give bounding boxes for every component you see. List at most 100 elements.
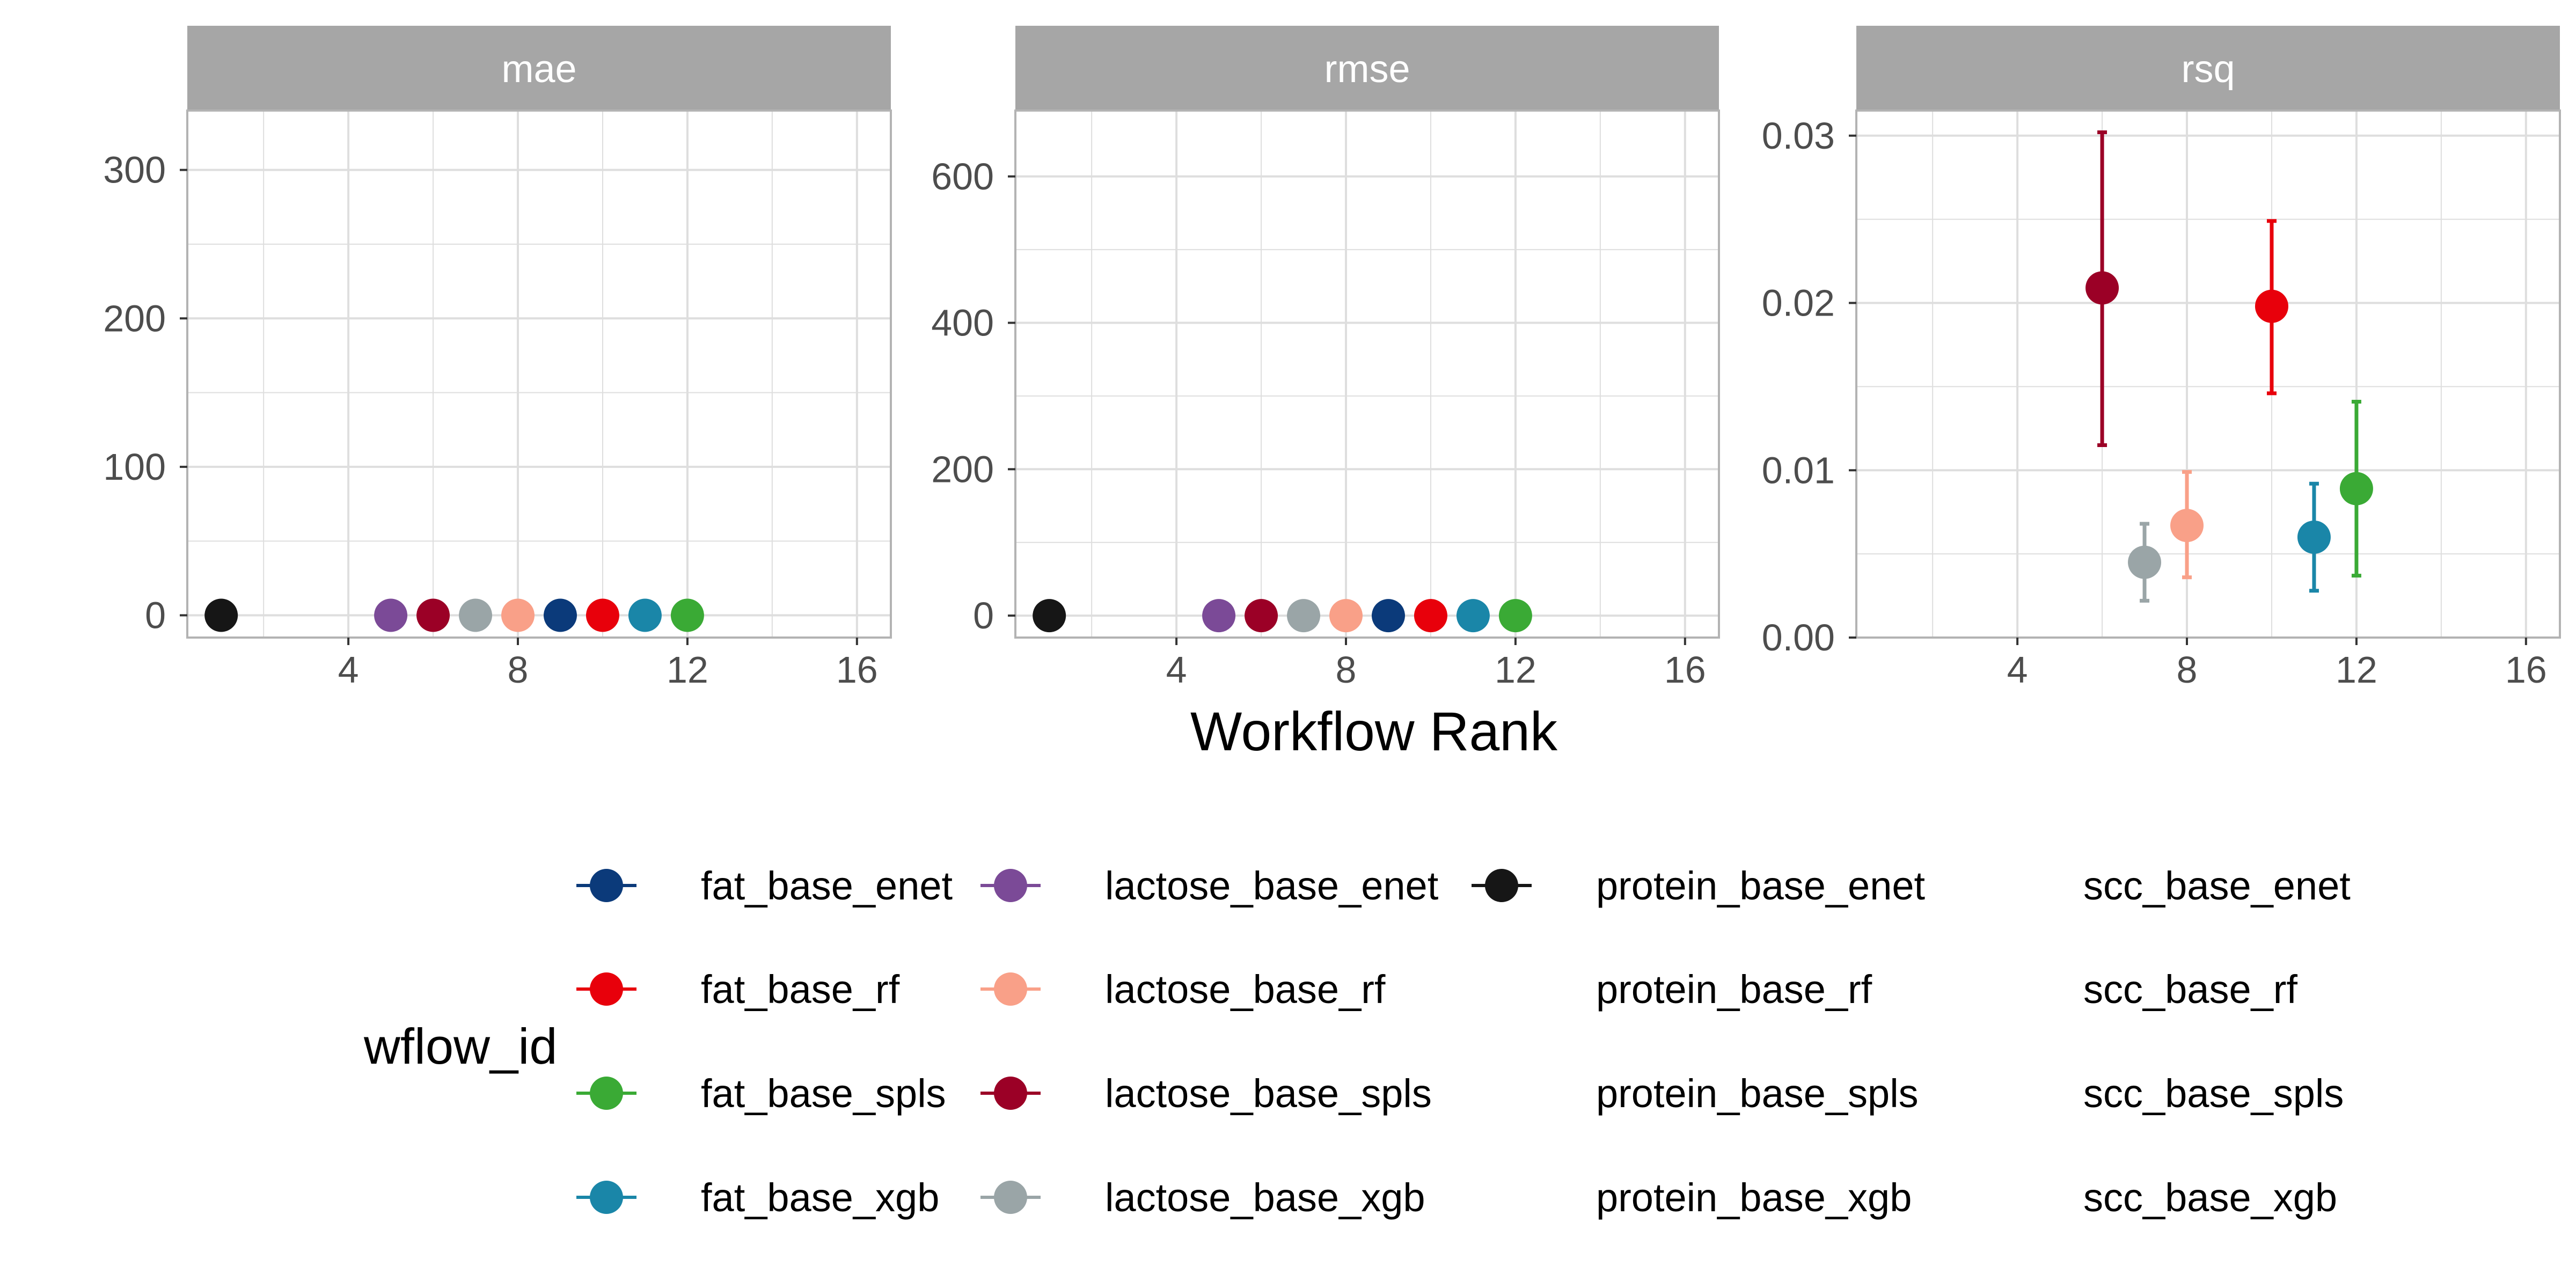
- y-tick-label: 0.00: [1762, 617, 1835, 658]
- facet-strip: [1015, 26, 1719, 111]
- point-lactose_base_spls: [416, 598, 450, 632]
- legend-key-point: [590, 869, 623, 902]
- point-fat_base_enet: [543, 598, 577, 632]
- legend-label: fat_base_rf: [701, 967, 900, 1012]
- facet-strip: [187, 26, 891, 111]
- legend-label: fat_base_spls: [701, 1071, 946, 1116]
- gridlines: [187, 111, 891, 638]
- point-fat_base_spls: [1498, 599, 1532, 633]
- facet-strip-label: rsq: [2181, 48, 2235, 91]
- legend-label: lactose_base_spls: [1105, 1071, 1432, 1116]
- x-tick-label: 4: [2007, 649, 2028, 691]
- legend: wflow_id fat_base_enet fat_base_rf fat_bas…: [363, 863, 2351, 1220]
- legend-title: wflow_id: [363, 1018, 558, 1074]
- legend-label: protein_base_xgb: [1596, 1175, 1912, 1220]
- legend-key-point: [994, 869, 1027, 902]
- point-lactose_base_rf: [501, 598, 535, 632]
- panel-border: [1014, 109, 1720, 639]
- point-fat_base_rf: [1414, 599, 1447, 633]
- legend-item-lactose_base_enet: lactose_base_enet: [980, 863, 1439, 908]
- point-lactose_base_enet: [374, 598, 408, 632]
- legend-item-scc_base_enet: scc_base_enet: [2083, 863, 2351, 908]
- y-tick-label: 0.01: [1762, 449, 1835, 491]
- facet-strip-label: rmse: [1324, 48, 1410, 91]
- x-tick-label: 16: [1664, 649, 1706, 691]
- point-fat_base_xgb: [2297, 520, 2331, 554]
- y-tick-label: 200: [103, 297, 166, 339]
- point-protein_base_enet: [1033, 599, 1066, 633]
- point-fat_base_xgb: [628, 598, 662, 632]
- legend-key-point: [590, 1077, 623, 1110]
- legend-key-point: [994, 1077, 1027, 1110]
- legend-item-protein_base_spls: protein_base_spls: [1596, 1071, 1919, 1116]
- x-tick-label: 8: [508, 649, 529, 691]
- legend-label: fat_base_xgb: [701, 1175, 939, 1220]
- x-tick-label: 4: [1166, 649, 1187, 691]
- point-fat_base_spls: [670, 598, 704, 632]
- point-fat_base_enet: [1371, 599, 1405, 633]
- plot-area: [1856, 111, 2560, 638]
- legend-label: scc_base_enet: [2083, 863, 2351, 908]
- legend-label: scc_base_xgb: [2083, 1175, 2337, 1220]
- legend-item-scc_base_rf: scc_base_rf: [2083, 967, 2297, 1012]
- y-tick-label: 100: [103, 446, 166, 488]
- legend-label: lactose_base_xgb: [1105, 1175, 1425, 1220]
- y-tick-label: 600: [931, 156, 994, 197]
- x-tick-label: 8: [1336, 649, 1357, 691]
- facet-strip: [1856, 26, 2560, 111]
- legend-item-fat_base_spls: fat_base_spls: [576, 1071, 946, 1116]
- y-tick-label: 0: [973, 595, 994, 636]
- point-protein_base_enet: [204, 598, 238, 632]
- x-tick-label: 16: [836, 649, 878, 691]
- legend-item-protein_base_rf: protein_base_rf: [1596, 967, 1872, 1012]
- legend-item-lactose_base_xgb: lactose_base_xgb: [980, 1175, 1425, 1220]
- gridlines: [1015, 111, 1719, 638]
- y-tick-label: 0.03: [1762, 115, 1835, 157]
- x-tick-label: 12: [1495, 649, 1536, 691]
- facet-panel-rmse: rmse 0 200 400 600 4 8 12 16: [931, 26, 1720, 691]
- legend-label: lactose_base_rf: [1105, 967, 1386, 1012]
- legend-label: protein_base_rf: [1596, 967, 1872, 1012]
- point-lactose_base_spls: [2085, 271, 2119, 305]
- y-tick-label: 400: [931, 302, 994, 344]
- plot-area: [1015, 111, 1719, 638]
- y-tick-label: 0.02: [1762, 282, 1835, 324]
- legend-label: scc_base_rf: [2083, 967, 2297, 1012]
- legend-key-point: [994, 972, 1027, 1006]
- legend-key-point: [994, 1181, 1027, 1214]
- point-lactose_base_xgb: [459, 598, 493, 632]
- x-tick-label: 4: [338, 649, 359, 691]
- x-tick-label: 12: [667, 649, 708, 691]
- y-tick-label: 0: [145, 595, 166, 636]
- facet-strip-label: mae: [501, 48, 576, 91]
- point-lactose_base_rf: [1329, 599, 1363, 633]
- legend-label: fat_base_enet: [701, 863, 953, 908]
- legend-item-protein_base_xgb: protein_base_xgb: [1596, 1175, 1912, 1220]
- point-lactose_base_xgb: [1287, 599, 1321, 633]
- legend-key-point: [590, 972, 623, 1006]
- point-fat_base_xgb: [1456, 599, 1490, 633]
- legend-item-scc_base_xgb: scc_base_xgb: [2083, 1175, 2337, 1220]
- legend-item-scc_base_spls: scc_base_spls: [2083, 1071, 2344, 1116]
- legend-item-fat_base_xgb: fat_base_xgb: [576, 1175, 939, 1220]
- x-axis-title: Workflow Rank: [1190, 701, 1558, 762]
- x-tick-label: 12: [2336, 649, 2377, 691]
- legend-item-fat_base_rf: fat_base_rf: [576, 967, 900, 1012]
- panel-border: [1855, 109, 2561, 639]
- point-lactose_base_rf: [2170, 509, 2204, 543]
- point-lactose_base_spls: [1245, 599, 1278, 633]
- point-fat_base_spls: [2339, 472, 2373, 506]
- legend-item-protein_base_enet: protein_base_enet: [1472, 863, 1926, 908]
- facet-panel-mae: mae 0 100 200 300 4 8 12 16: [103, 26, 892, 691]
- point-lactose_base_xgb: [2128, 545, 2162, 579]
- legend-label: protein_base_spls: [1596, 1071, 1919, 1116]
- facet-panel-rsq: rsq 0.00 0.01 0.02 0.03 4 8 12 16: [1762, 26, 2561, 691]
- legend-label: protein_base_enet: [1596, 863, 1926, 908]
- legend-label: lactose_base_enet: [1105, 863, 1439, 908]
- y-tick-label: 200: [931, 448, 994, 490]
- x-tick-label: 8: [2177, 649, 2198, 691]
- x-tick-label: 16: [2505, 649, 2547, 691]
- point-fat_base_rf: [2255, 289, 2288, 323]
- legend-item-fat_base_enet: fat_base_enet: [576, 863, 953, 908]
